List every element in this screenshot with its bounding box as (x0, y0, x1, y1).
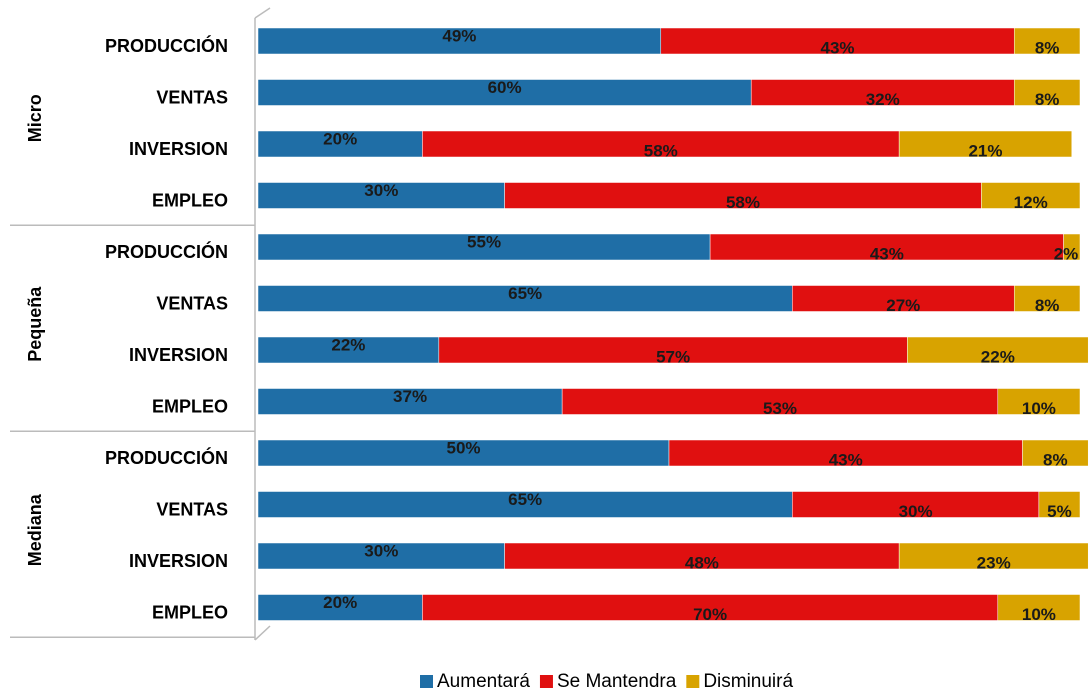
legend-swatch (539, 675, 553, 688)
bar-segment (1038, 491, 1081, 518)
legend-swatch (420, 675, 433, 688)
bar-segment (257, 233, 711, 261)
bar-segment (422, 130, 900, 158)
bar-segment (668, 439, 1023, 467)
value-label: 30% (364, 541, 398, 560)
bar-segment (1063, 233, 1081, 261)
group-label: Mediana (25, 493, 45, 566)
y-tick-label: PRODUCCIÓN (105, 241, 228, 262)
group-label: Micro (25, 94, 45, 142)
value-label: 8% (1035, 38, 1060, 57)
value-label: 23% (977, 553, 1011, 572)
value-label: 60% (488, 78, 522, 97)
axis-depth (254, 7, 271, 19)
bar-segment (997, 594, 1081, 621)
bar-segment (997, 388, 1081, 415)
y-tick-label: PRODUCCIÓN (105, 447, 228, 468)
y-tick-label: INVERSION (129, 551, 228, 571)
y-tick-label: INVERSION (129, 139, 228, 159)
bar-segment (792, 285, 1015, 312)
y-tick-label: EMPLEO (152, 602, 228, 622)
value-label: 43% (870, 244, 904, 263)
value-label: 21% (968, 141, 1002, 160)
y-tick-label: VENTAS (156, 293, 228, 313)
y-tick-label: EMPLEO (152, 396, 228, 416)
value-label: 30% (899, 502, 933, 521)
value-label: 20% (323, 129, 357, 148)
bar-segment (1013, 27, 1081, 55)
legend-swatch (686, 675, 700, 688)
value-label: 50% (446, 438, 480, 457)
bar-segment (257, 79, 752, 106)
value-label: 57% (656, 347, 690, 366)
group-label: Pequeña (25, 286, 45, 362)
bar-segment (257, 439, 670, 467)
bar-segment (750, 79, 1015, 106)
value-label: 22% (981, 347, 1015, 366)
value-label: 43% (820, 38, 854, 57)
bar-segment (1022, 439, 1089, 467)
value-label: 37% (393, 387, 427, 406)
value-label: 58% (644, 141, 678, 160)
y-tick-label: INVERSION (129, 345, 228, 365)
bar-segment (1013, 79, 1081, 106)
value-label: 8% (1043, 450, 1068, 469)
bar-segment (504, 182, 982, 209)
value-label: 32% (866, 90, 900, 109)
y-tick-label: EMPLEO (152, 190, 228, 210)
bar-segment (257, 542, 505, 570)
value-label: 10% (1022, 605, 1056, 624)
bar-segment (1013, 285, 1081, 312)
value-label: 30% (364, 181, 398, 200)
value-label: 27% (886, 296, 920, 315)
value-label: 43% (829, 450, 863, 469)
bar-segment (709, 233, 1064, 261)
value-label: 65% (508, 284, 542, 303)
value-label: 53% (763, 399, 797, 418)
bar-segment (898, 130, 1073, 158)
bar-segment (257, 491, 793, 518)
bar-segment (561, 388, 999, 415)
bar-segment (257, 285, 793, 312)
value-label: 20% (323, 593, 357, 612)
value-label: 5% (1047, 502, 1072, 521)
y-tick-label: VENTAS (156, 499, 228, 519)
value-label: 12% (1014, 193, 1048, 212)
bar-segment (257, 27, 662, 55)
bar-segment (257, 336, 440, 364)
legend-label: Disminuirá (703, 671, 793, 692)
axis-depth (254, 625, 271, 641)
bar-segment (257, 388, 563, 415)
bar-segment (422, 594, 999, 621)
value-label: 22% (331, 335, 365, 354)
legend-label: Se Mantendra (557, 671, 677, 692)
bar-segment (898, 542, 1089, 570)
bar-segment (981, 182, 1081, 209)
bar-segment (504, 542, 900, 570)
bar-segment (257, 182, 505, 209)
y-tick-label: VENTAS (156, 87, 228, 107)
value-label: 8% (1035, 90, 1060, 109)
value-label: 10% (1022, 399, 1056, 418)
legend-label: Aumentará (437, 671, 530, 692)
value-label: 8% (1035, 296, 1060, 315)
value-label: 49% (442, 26, 476, 45)
value-label: 70% (693, 605, 727, 624)
value-label: 58% (726, 193, 760, 212)
value-label: 48% (685, 553, 719, 572)
y-tick-label: PRODUCCIÓN (105, 35, 228, 56)
value-label: 2% (1054, 244, 1079, 263)
bar-segment (907, 336, 1089, 364)
value-label: 65% (508, 490, 542, 509)
bar-segment (257, 594, 423, 621)
value-label: 55% (467, 232, 501, 251)
bar-segment (257, 130, 423, 158)
bar-segment (438, 336, 908, 364)
